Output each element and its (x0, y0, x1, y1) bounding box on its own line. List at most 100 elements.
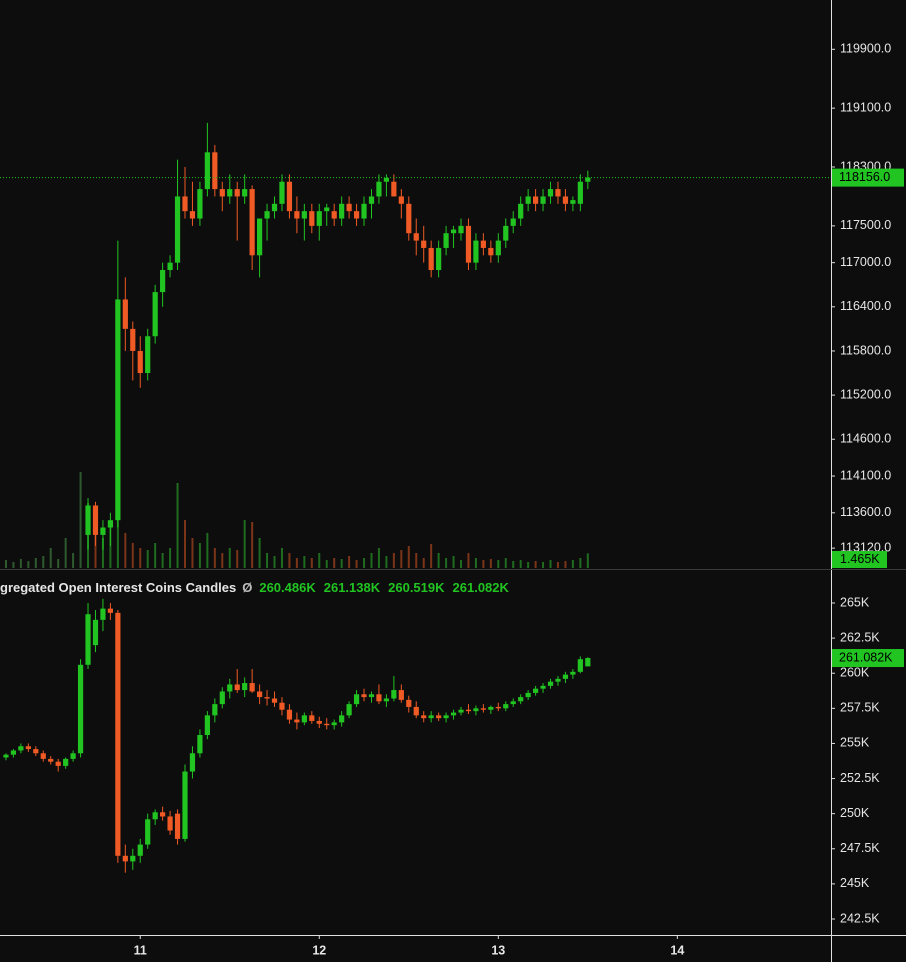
candle-body (189, 211, 196, 219)
volume-bar (445, 558, 448, 568)
candle-body (309, 715, 315, 721)
candle-body (353, 211, 360, 219)
candle-body (137, 350, 143, 374)
candle-body (525, 692, 531, 698)
candle-body (346, 704, 352, 716)
candle-body (339, 715, 345, 723)
y-tick-label: 119100.0 (840, 100, 891, 114)
y-tick-label: 252.5K (840, 771, 880, 785)
volume-bar (57, 559, 60, 568)
candle-body (301, 715, 307, 723)
candle-body (540, 685, 546, 689)
volume-bar (19, 559, 22, 568)
y-tick-label: 262.5K (840, 630, 880, 644)
candle-body (25, 746, 31, 750)
y-tick-label: 255K (840, 736, 870, 750)
candle-body (122, 855, 128, 862)
candle-body (473, 708, 479, 712)
volume-bar (27, 561, 30, 568)
indicator-symbol: Ø (242, 580, 252, 595)
volume-bar (460, 560, 463, 568)
volume-bar (318, 553, 321, 568)
candle-body (361, 203, 367, 219)
candle-body (122, 299, 128, 329)
volume-bar (176, 483, 179, 568)
volume-bar (325, 560, 328, 568)
candle-body (532, 196, 539, 204)
x-tick-label: 12 (312, 943, 326, 957)
y-tick-label: 113120.0 (840, 540, 891, 554)
volume-bar (340, 559, 343, 568)
volume-bar (422, 558, 425, 568)
volume-bar (198, 543, 201, 568)
volume-bar (385, 556, 388, 568)
candle-body (398, 196, 404, 204)
candle-body (480, 240, 486, 248)
candle-body (562, 196, 569, 204)
candle-body (189, 753, 196, 772)
candle-body (324, 723, 330, 726)
y-tick-label: 257.5K (840, 701, 880, 715)
volume-bar (333, 558, 336, 568)
volume-bar (549, 560, 552, 568)
candle-body (458, 225, 464, 234)
volume-bar (489, 559, 492, 568)
candle-body (100, 527, 106, 535)
candle-body (279, 181, 285, 204)
y-tick-label: 260K (840, 666, 870, 680)
volume-bar (131, 543, 134, 568)
volume-bar (228, 548, 231, 568)
candle-body (85, 505, 91, 535)
volume-bar (355, 560, 358, 568)
last-value-label: 261.082K (839, 650, 893, 664)
candle-body (413, 233, 419, 241)
candle-body (197, 735, 203, 754)
legend-close: 261.082K (453, 580, 510, 595)
y-tick-label: 117500.0 (840, 218, 891, 232)
candle-body (271, 203, 278, 212)
candle-body (219, 189, 225, 197)
volume-bar (586, 553, 589, 568)
candle-body (540, 196, 546, 204)
volume-bar (12, 562, 15, 568)
candle-body (107, 608, 114, 613)
candle-body (242, 189, 248, 197)
volume-bar (430, 544, 433, 568)
volume-bar (116, 518, 119, 568)
candle-body (294, 719, 300, 723)
volume-bar (154, 543, 157, 568)
y-tick-label: 116400.0 (840, 299, 891, 313)
volume-bar (213, 548, 216, 568)
candle-body (212, 152, 218, 190)
candle-body (316, 720, 322, 724)
volume-bar (101, 538, 104, 568)
candle-body (555, 189, 561, 197)
y-tick-label: 242.5K (840, 911, 880, 925)
y-tick-label: 117000.0 (840, 255, 891, 269)
volume-bar (236, 550, 239, 568)
y-tick-label: 247.5K (840, 841, 880, 855)
candle-body (271, 698, 278, 703)
candle-body (167, 262, 173, 271)
candle-body (286, 709, 293, 720)
volume-bar (542, 562, 545, 568)
candle-body (480, 708, 486, 710)
volume-bar (72, 553, 75, 568)
candle-body (286, 181, 293, 212)
candle-body (115, 299, 121, 521)
candle-body (130, 328, 136, 351)
volume-bar (497, 560, 500, 568)
volume-bar (258, 538, 261, 568)
candle-body (331, 211, 337, 219)
volume-bar (564, 561, 567, 568)
y-tick-label: 245K (840, 876, 870, 890)
candle-body (361, 694, 367, 698)
candle-body (227, 684, 233, 692)
volume-bar (474, 558, 477, 568)
candle-body (331, 722, 337, 726)
candle-body (532, 688, 539, 693)
volume-bar (34, 558, 37, 568)
volume-bar (64, 538, 67, 568)
volume-bar (191, 538, 194, 568)
